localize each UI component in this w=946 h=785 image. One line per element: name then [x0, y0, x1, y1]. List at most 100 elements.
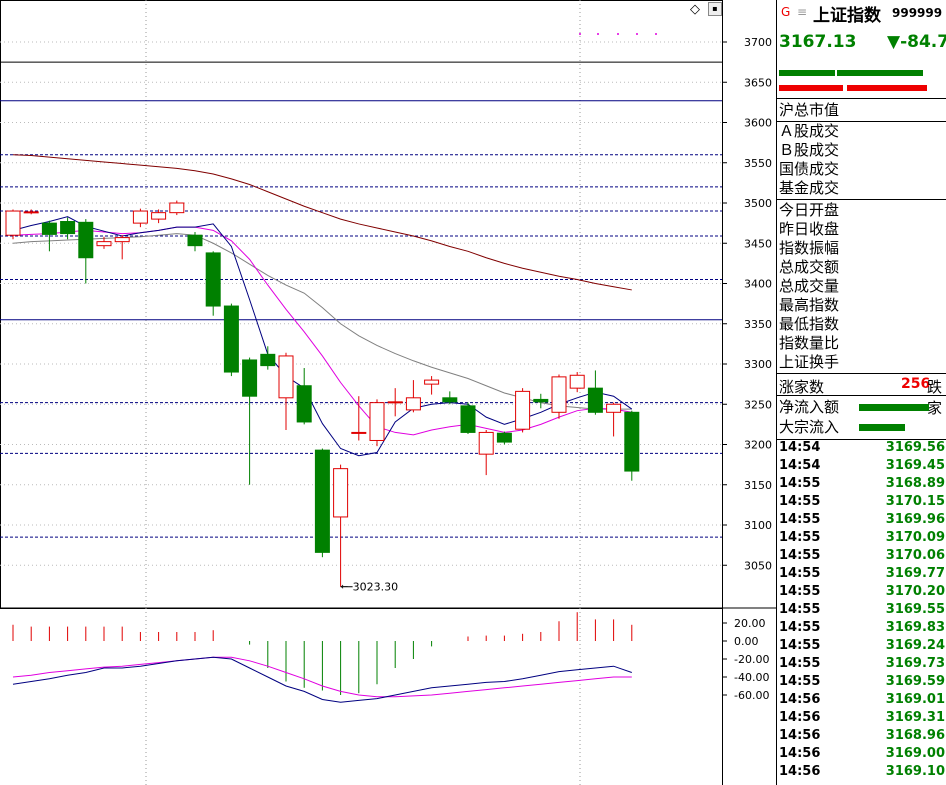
tick-price: 3169.55 — [885, 602, 945, 617]
candle-body — [387, 401, 403, 404]
candle-body — [533, 398, 549, 403]
candle-body — [442, 397, 458, 403]
tick-row: 14:54 3169.45 — [777, 458, 946, 476]
diamond-icon[interactable]: ◇ — [690, 2, 700, 17]
label-net-inflow: 净流入额 — [779, 398, 840, 416]
tick-time: 14:56 — [779, 746, 821, 761]
label-low: 最低指数 — [779, 315, 840, 333]
tick-time: 14:56 — [779, 692, 821, 707]
tick-time: 14:55 — [779, 548, 821, 563]
label-prev-close: 昨日收盘 — [779, 220, 840, 238]
candle-body — [606, 403, 622, 413]
menu-icon[interactable]: ≡ — [797, 5, 808, 19]
marker-dot — [617, 33, 619, 35]
candle-body — [5, 210, 21, 236]
g-icon[interactable]: G — [781, 5, 791, 19]
tick-row: 14:55 3170.06 — [777, 548, 946, 566]
marker-dot — [655, 33, 657, 35]
y-tick-label: 3050 — [744, 559, 772, 572]
macd-y-label: -60.00 — [734, 689, 769, 702]
tick-row: 14:55 3170.09 — [777, 530, 946, 548]
candle-body — [132, 210, 148, 224]
tick-row: 14:56 3169.31 — [777, 710, 946, 728]
tick-row: 14:55 3169.24 — [777, 638, 946, 656]
label-total-amount: 总成交额 — [779, 258, 840, 276]
candle-body — [41, 222, 57, 235]
scroll-button[interactable]: ▪ — [708, 2, 722, 16]
ma5-line — [12, 216, 633, 457]
tick-time: 14:54 — [779, 440, 821, 455]
tick-row: 14:54 3169.56 — [777, 440, 946, 458]
macd-y-label: 0.00 — [734, 635, 759, 648]
kline-chart[interactable]: 3700 3650 3600 3550 3500 3450 3400 3350 3300 3250… — [0, 0, 776, 785]
tick-row: 14:56 3169.00 — [777, 746, 946, 764]
tick-price: 3170.09 — [885, 530, 945, 545]
candle-body — [351, 431, 367, 434]
label-market-total: 沪总市值 — [779, 101, 840, 119]
candle-body — [242, 359, 258, 397]
bar-green-1 — [779, 70, 835, 76]
tick-price: 3169.83 — [885, 620, 945, 635]
tick-time: 14:55 — [779, 638, 821, 653]
y-tick-label: 3500 — [744, 197, 772, 210]
tick-time: 14:56 — [779, 710, 821, 725]
label-fund-trade: 基金成交 — [779, 179, 840, 197]
tick-price: 3169.96 — [885, 512, 945, 527]
tick-price: 3170.06 — [885, 548, 945, 563]
candle-body — [260, 353, 276, 367]
tick-row: 14:55 3169.59 — [777, 674, 946, 692]
tick-price: 3169.01 — [885, 692, 945, 707]
block-inflow-bar — [859, 424, 905, 431]
candle-body — [496, 432, 512, 443]
label-a-trade: Ａ股成交 — [779, 122, 840, 140]
candle-body — [151, 212, 167, 220]
candle-body — [624, 411, 640, 472]
label-turnover: 上证换手 — [779, 353, 840, 371]
tick-price: 3168.96 — [885, 728, 945, 743]
tick-row: 14:55 3168.89 — [777, 476, 946, 494]
quote-panel: G ≡ 上证指数 999999 3167.13 ▼-84.7 沪总市值 Ａ股成交… — [776, 0, 946, 785]
bar-red-1 — [779, 85, 843, 91]
divider — [777, 373, 946, 374]
tick-price: 3169.00 — [885, 746, 945, 761]
price-change: ▼-84.7 — [887, 32, 946, 52]
label-up-count: 涨家数 — [779, 378, 825, 396]
divider — [777, 395, 946, 396]
tick-price: 3168.89 — [885, 476, 945, 491]
tick-time: 14:55 — [779, 512, 821, 527]
marker-dot — [597, 33, 599, 35]
current-price: 3167.13 — [779, 32, 857, 52]
label-down-count: 跌家 — [927, 378, 943, 417]
candle-body — [296, 385, 312, 423]
tick-price: 3169.45 — [885, 458, 945, 473]
y-tick-label: 3300 — [744, 358, 772, 371]
y-tick-label: 3250 — [744, 398, 772, 411]
divider — [777, 121, 946, 122]
tick-time: 14:55 — [779, 674, 821, 689]
marker-dot — [579, 33, 581, 35]
index-name: 上证指数 — [813, 6, 881, 26]
y-tick-label: 3700 — [744, 36, 772, 49]
low-price-label: 3023.30 — [353, 581, 399, 594]
tick-time: 14:55 — [779, 584, 821, 599]
candle-body — [587, 387, 603, 413]
macd-y-label: -40.00 — [734, 671, 769, 684]
candle-body — [333, 468, 349, 518]
tick-time: 14:55 — [779, 530, 821, 545]
ma20-line — [12, 233, 632, 410]
tick-price: 3170.20 — [885, 584, 945, 599]
macd-y-label: -20.00 — [734, 653, 769, 666]
bar-green-2 — [837, 70, 923, 76]
divider — [777, 98, 946, 99]
candle-body — [96, 241, 112, 247]
bar-red-2 — [847, 85, 927, 91]
label-bond-trade: 国债成交 — [779, 160, 840, 178]
divider — [777, 199, 946, 200]
net-inflow-bar — [859, 404, 929, 411]
tick-price: 3169.31 — [885, 710, 945, 725]
y-tick-label: 3150 — [744, 479, 772, 492]
marker-dot — [636, 33, 638, 35]
tick-price: 3169.24 — [885, 638, 945, 653]
candle-body — [187, 234, 203, 247]
candle-body — [205, 252, 221, 307]
